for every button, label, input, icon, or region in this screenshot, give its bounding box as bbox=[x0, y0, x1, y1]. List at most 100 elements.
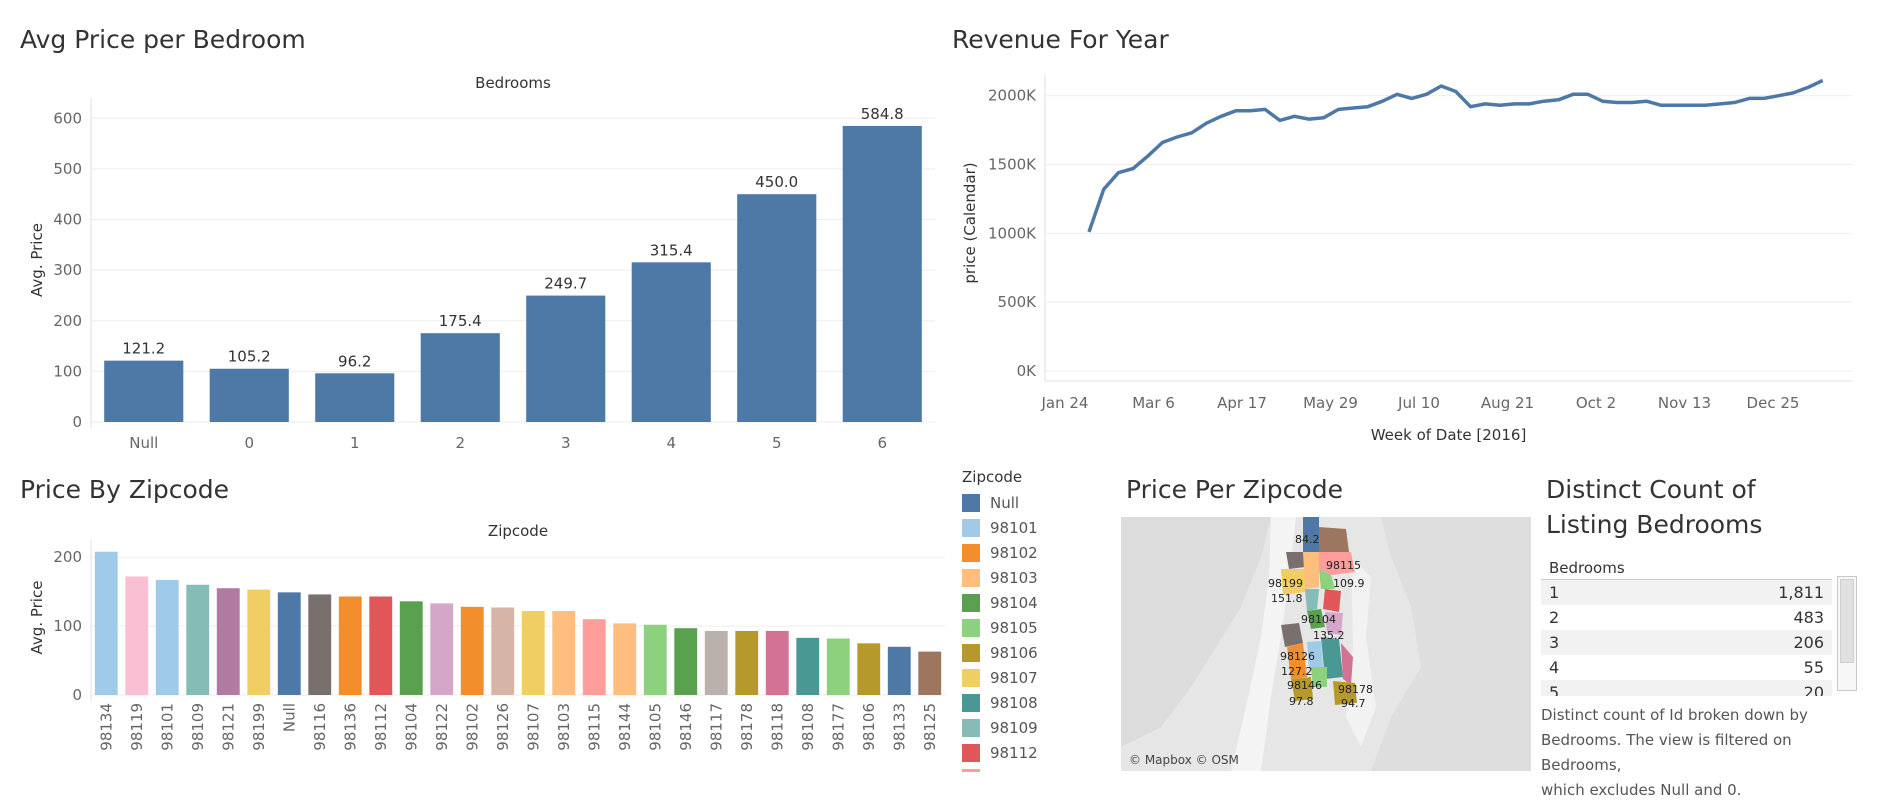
legend-item[interactable]: 98102 bbox=[960, 540, 1120, 565]
legend-item[interactable]: 98109 bbox=[960, 715, 1120, 740]
legend-item[interactable]: Null bbox=[960, 490, 1120, 515]
map-attribution[interactable]: © Mapbox © OSM bbox=[1129, 753, 1239, 767]
y-axis-title: price (Calendar) bbox=[961, 162, 979, 283]
map-zip-region[interactable] bbox=[1323, 589, 1341, 612]
map-zip-region[interactable] bbox=[1286, 552, 1305, 569]
bar[interactable] bbox=[125, 576, 149, 695]
legend-item[interactable]: 98103 bbox=[960, 565, 1120, 590]
bar[interactable] bbox=[735, 630, 759, 695]
table-row[interactable]: 3 206 bbox=[1541, 630, 1832, 655]
bar[interactable] bbox=[209, 368, 289, 422]
bar[interactable] bbox=[643, 624, 667, 695]
bar[interactable] bbox=[887, 646, 911, 695]
bar[interactable] bbox=[521, 610, 545, 695]
map-zip-region[interactable] bbox=[1291, 677, 1313, 701]
map-zip-region[interactable] bbox=[1319, 569, 1335, 589]
map-region-label: 109.9 bbox=[1333, 577, 1365, 590]
bar[interactable] bbox=[526, 295, 606, 422]
legend-swatch bbox=[962, 593, 980, 612]
legend-item[interactable]: 98115 bbox=[960, 765, 1120, 772]
bar[interactable] bbox=[552, 610, 576, 695]
legend-item[interactable]: 98101 bbox=[960, 515, 1120, 540]
x-tick-label: 98102 bbox=[463, 703, 481, 751]
bar[interactable] bbox=[737, 194, 817, 422]
table-row[interactable]: 4 55 bbox=[1541, 655, 1832, 680]
bar[interactable] bbox=[247, 589, 271, 695]
bar-value-label: 175.4 bbox=[439, 312, 482, 330]
bar[interactable] bbox=[216, 588, 240, 695]
map-zip-region[interactable] bbox=[1287, 643, 1307, 679]
zipcode-bar-chart[interactable]: Zipcode 0 100 200 Avg. Price 98134 98119 98101 9… bbox=[0, 462, 955, 785]
bar[interactable] bbox=[842, 125, 922, 422]
bar[interactable] bbox=[704, 630, 728, 695]
bar[interactable] bbox=[399, 601, 423, 695]
legend-item[interactable]: 98106 bbox=[960, 640, 1120, 665]
bar[interactable] bbox=[308, 594, 332, 695]
x-tick-label: Jul 10 bbox=[1397, 394, 1440, 412]
zipcode-header: Zipcode bbox=[488, 522, 548, 540]
map-zip-region[interactable] bbox=[1325, 612, 1343, 635]
map-zip-region[interactable] bbox=[1333, 681, 1357, 705]
bar[interactable] bbox=[796, 637, 820, 695]
revenue-series-line[interactable] bbox=[1087, 78, 1824, 233]
table-scrollbar[interactable] bbox=[1837, 576, 1857, 691]
bar[interactable] bbox=[491, 607, 515, 695]
bedroom-count-table: Bedrooms 1 1,811 2 483 3 206 4 55 5 20 bbox=[1541, 556, 1865, 696]
map-zip-region[interactable] bbox=[1307, 641, 1323, 669]
map-zip-region[interactable] bbox=[1303, 552, 1319, 589]
x-tick-label: 98116 bbox=[311, 703, 329, 751]
table-row[interactable]: 5 20 bbox=[1541, 680, 1832, 696]
bar[interactable] bbox=[94, 551, 118, 695]
x-tick-label: May 29 bbox=[1303, 394, 1358, 412]
y-tick-label: 0 bbox=[72, 686, 82, 704]
bar[interactable] bbox=[918, 651, 942, 695]
bar[interactable] bbox=[857, 643, 881, 695]
revenue-chart-title: Revenue For Year bbox=[952, 25, 1169, 54]
zipcode-map[interactable]: 84.2 98115 98199 109.9 151.8 98104 135.2 98126 1… bbox=[1121, 517, 1531, 771]
map-zip-region[interactable] bbox=[1281, 623, 1303, 647]
bar[interactable] bbox=[155, 579, 179, 695]
legend-label: 98101 bbox=[990, 518, 1038, 537]
bar[interactable] bbox=[765, 630, 789, 695]
revenue-line-chart[interactable]: 0K 500K 1000K 1500K 2000K price (Calendar) Jan… bbox=[940, 0, 1880, 462]
legend-item[interactable]: 98104 bbox=[960, 590, 1120, 615]
map-zip-region[interactable] bbox=[1303, 517, 1319, 552]
bar[interactable] bbox=[826, 638, 850, 695]
map-zip-region[interactable] bbox=[1319, 527, 1349, 552]
legend-swatch bbox=[962, 568, 980, 587]
map-zip-region[interactable] bbox=[1319, 552, 1355, 575]
bar[interactable] bbox=[460, 606, 484, 695]
map-zip-region[interactable] bbox=[1311, 667, 1327, 687]
legend-label: 98104 bbox=[990, 593, 1038, 612]
bar[interactable] bbox=[369, 596, 393, 695]
map-zip-region[interactable] bbox=[1281, 569, 1305, 595]
x-tick-label: 98133 bbox=[890, 703, 908, 751]
bar[interactable] bbox=[420, 333, 500, 422]
bar[interactable] bbox=[631, 262, 711, 422]
map-zip-region[interactable] bbox=[1305, 589, 1319, 611]
bar[interactable] bbox=[315, 373, 395, 422]
bar[interactable] bbox=[104, 360, 184, 422]
bar[interactable] bbox=[674, 628, 698, 695]
legend-item[interactable]: 98107 bbox=[960, 665, 1120, 690]
table-row[interactable]: 2 483 bbox=[1541, 605, 1832, 630]
bar[interactable] bbox=[338, 596, 362, 695]
distinct-count-value: 206 bbox=[1793, 633, 1824, 652]
map-zip-region[interactable] bbox=[1307, 609, 1325, 629]
x-tick-label: 98118 bbox=[768, 703, 786, 751]
bar[interactable] bbox=[613, 623, 637, 695]
legend-item[interactable]: 98112 bbox=[960, 740, 1120, 765]
table-row[interactable]: 1 1,811 bbox=[1541, 580, 1832, 605]
legend-item[interactable]: 98105 bbox=[960, 615, 1120, 640]
x-tick-label: 98122 bbox=[433, 703, 451, 751]
map-zip-region[interactable] bbox=[1341, 643, 1353, 685]
legend-item[interactable]: 98108 bbox=[960, 690, 1120, 715]
table-scrollbar-thumb[interactable] bbox=[1840, 579, 1854, 663]
map-region-label: 98146 bbox=[1287, 679, 1322, 692]
bar[interactable] bbox=[277, 592, 301, 695]
bar[interactable] bbox=[430, 603, 454, 695]
bar[interactable] bbox=[186, 584, 210, 695]
bar[interactable] bbox=[582, 619, 606, 695]
x-tick-label: 98104 bbox=[402, 703, 420, 751]
